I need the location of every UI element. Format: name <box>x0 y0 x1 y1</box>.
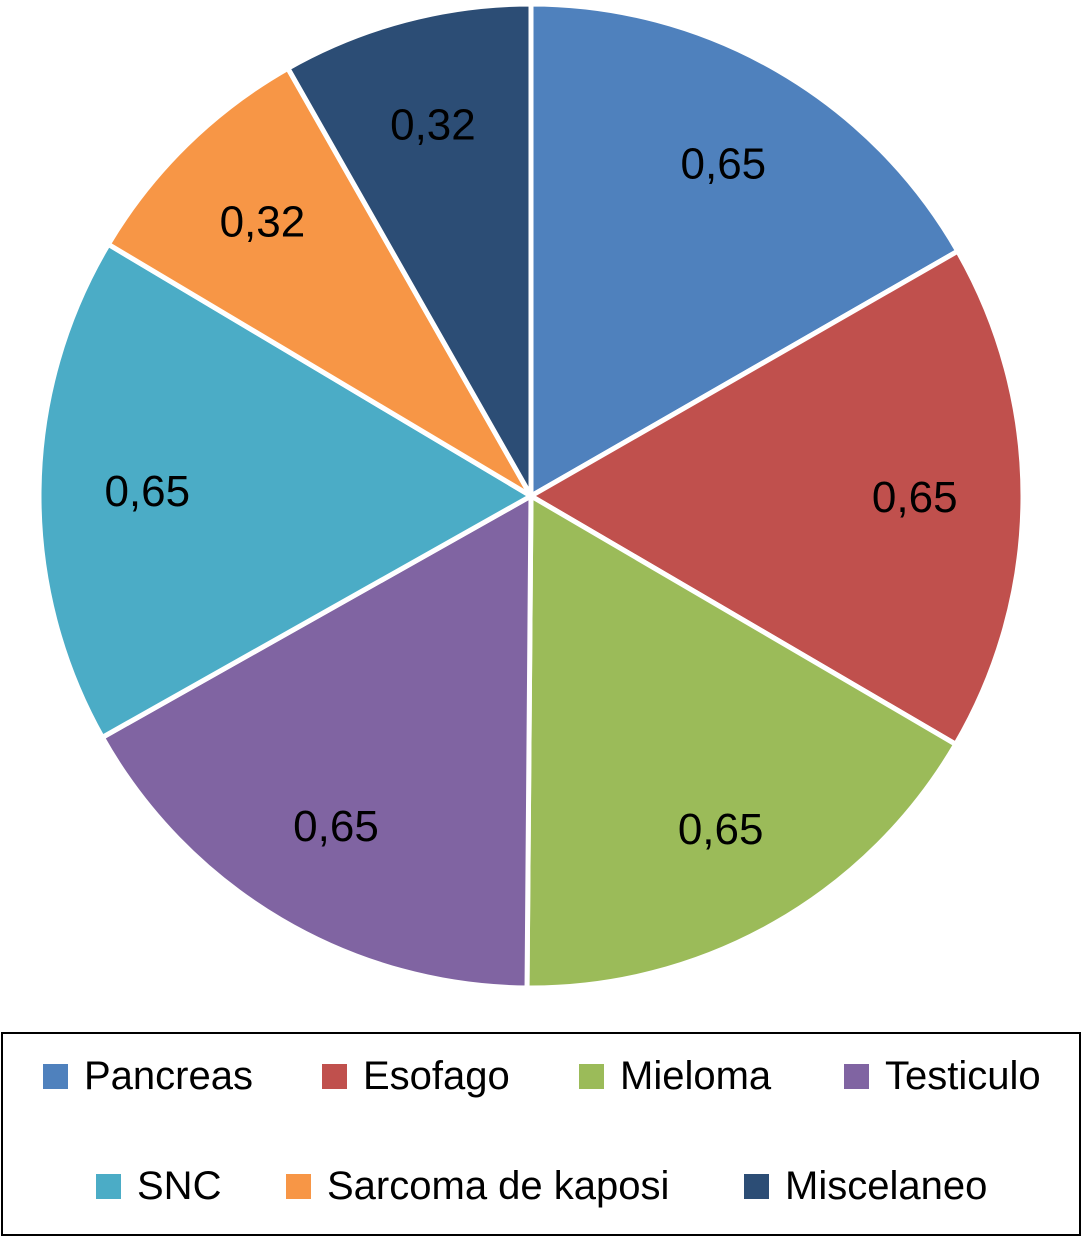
pie-slice-sarcoma-de-kaposi <box>105 65 534 499</box>
legend-item-snc: SNC <box>96 1164 221 1209</box>
data-label-sarcoma-de-kaposi: 0,32 <box>220 197 306 246</box>
legend-label-snc: SNC <box>137 1164 222 1208</box>
legend-swatch-testiculo <box>844 1064 869 1089</box>
legend-swatch-snc <box>96 1174 121 1199</box>
data-label-esofago: 0,65 <box>872 473 958 522</box>
legend-item-pancreas: Pancreas <box>43 1054 253 1099</box>
legend-label-esofago: Esofago <box>363 1054 510 1098</box>
legend-item-sarcoma-de-kaposi: Sarcoma de kaposi <box>286 1164 669 1209</box>
legend-label-sarcoma-de-kaposi: Sarcoma de kaposi <box>327 1164 670 1208</box>
legend-swatch-esofago <box>322 1064 347 1089</box>
legend-label-pancreas: Pancreas <box>84 1054 253 1098</box>
pie-slice-snc <box>36 241 534 740</box>
pie-data-labels: 0,65 0,65 0,65 0,65 0,65 0,32 0,32 <box>104 100 957 854</box>
legend-swatch-sarcoma-de-kaposi <box>286 1174 311 1199</box>
legend-item-testiculo: Testiculo <box>844 1054 1041 1099</box>
legend-label-miscelaneo: Miscelaneo <box>785 1164 988 1208</box>
legend-label-mieloma: Mieloma <box>620 1054 772 1098</box>
legend-item-mieloma: Mieloma <box>579 1054 771 1099</box>
pie-slice-miscelaneo <box>285 1 534 499</box>
pie-slice-mieloma <box>524 493 959 991</box>
legend-item-esofago: Esofago <box>322 1054 510 1099</box>
legend: Pancreas Esofago Mieloma Testiculo SNC S… <box>1 1032 1081 1236</box>
data-label-pancreas: 0,65 <box>681 139 767 188</box>
pie-chart: 0,65 0,65 0,65 0,65 0,65 0,32 0,32 <box>36 1 1026 991</box>
legend-swatch-pancreas <box>43 1064 68 1089</box>
pie-slice-esofago <box>528 248 1026 747</box>
pie-slices <box>36 1 1026 991</box>
data-label-testiculo: 0,65 <box>293 802 379 851</box>
data-label-snc: 0,65 <box>104 467 190 516</box>
data-label-miscelaneo: 0,32 <box>390 100 476 149</box>
legend-swatch-mieloma <box>579 1064 604 1089</box>
legend-label-testiculo: Testiculo <box>885 1054 1041 1098</box>
data-label-mieloma: 0,65 <box>678 805 764 854</box>
pie-slice-pancreas <box>528 1 961 499</box>
legend-swatch-miscelaneo <box>744 1174 769 1199</box>
pie-slice-testiculo <box>99 493 534 991</box>
legend-item-miscelaneo: Miscelaneo <box>744 1164 987 1209</box>
